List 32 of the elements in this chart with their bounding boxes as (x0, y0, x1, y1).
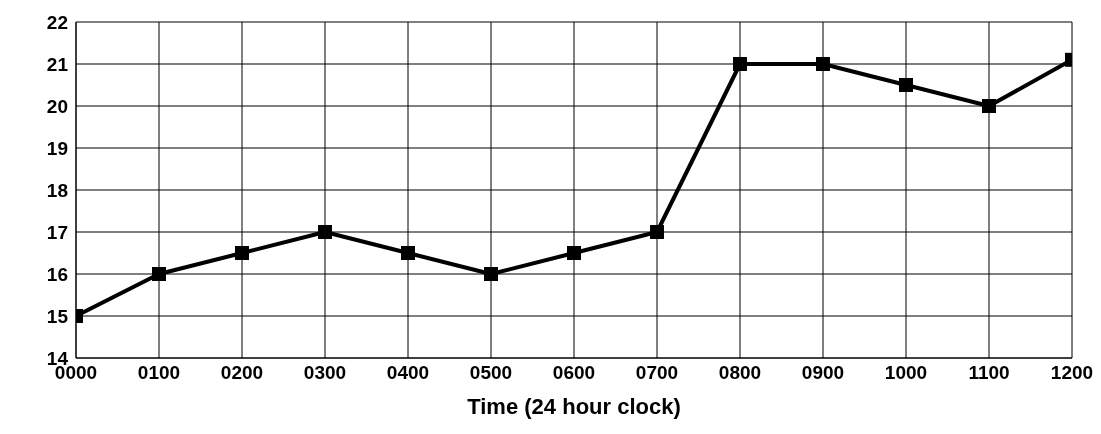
x-axis-title: Time (24 hour clock) (467, 394, 681, 419)
x-tick-label: 0500 (469, 362, 513, 384)
x-tick-label: 0800 (718, 362, 762, 384)
x-tick-label: 1200 (1050, 362, 1094, 384)
x-tick-label: 0900 (801, 362, 845, 384)
x-tick-label: 0300 (303, 362, 347, 384)
x-tick-label: 0400 (386, 362, 430, 384)
point (816, 57, 830, 71)
point (982, 99, 996, 113)
x-tick-label: 0100 (137, 362, 181, 384)
point (733, 57, 747, 71)
y-tick-label: 17 (46, 221, 68, 243)
point (899, 78, 913, 92)
x-tick-label: 1100 (968, 362, 1010, 384)
y-tick-label: 20 (46, 95, 68, 117)
point (567, 246, 581, 260)
point (152, 267, 166, 281)
x-tick-label: 0200 (220, 362, 264, 384)
y-tick-label: 22 (46, 11, 68, 33)
y-tick-label: 19 (46, 137, 68, 159)
y-tick-label: 21 (46, 53, 69, 75)
y-tick-label: 16 (46, 263, 68, 285)
point (235, 246, 249, 260)
y-tick-label: 15 (46, 305, 69, 327)
x-tick-label: 1000 (884, 362, 928, 384)
x-tick-label: 0700 (635, 362, 679, 384)
point (318, 225, 332, 239)
point (484, 267, 498, 281)
x-tick-label: 0600 (552, 362, 596, 384)
point (650, 225, 664, 239)
point (401, 246, 415, 260)
y-tick-label: 18 (46, 179, 68, 201)
